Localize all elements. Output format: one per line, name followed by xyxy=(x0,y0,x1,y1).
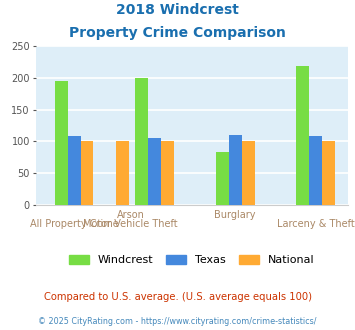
Text: Burglary: Burglary xyxy=(214,210,256,219)
Bar xyxy=(161,141,174,205)
Bar xyxy=(135,78,148,205)
Bar xyxy=(322,141,335,205)
Bar xyxy=(309,136,322,205)
Bar xyxy=(216,152,229,205)
Legend: Windcrest, Texas, National: Windcrest, Texas, National xyxy=(69,254,315,265)
Bar xyxy=(116,141,129,205)
Bar xyxy=(296,66,309,205)
Text: Motor Vehicle Theft: Motor Vehicle Theft xyxy=(83,219,178,229)
Bar xyxy=(229,135,242,205)
Bar xyxy=(81,141,93,205)
Text: © 2025 CityRating.com - https://www.cityrating.com/crime-statistics/: © 2025 CityRating.com - https://www.city… xyxy=(38,317,317,326)
Text: Arson: Arson xyxy=(116,210,144,219)
Text: All Property Crime: All Property Crime xyxy=(30,219,119,229)
Bar xyxy=(148,138,161,205)
Bar xyxy=(242,141,255,205)
Text: Compared to U.S. average. (U.S. average equals 100): Compared to U.S. average. (U.S. average … xyxy=(44,292,311,302)
Bar xyxy=(68,136,81,205)
Text: Property Crime Comparison: Property Crime Comparison xyxy=(69,26,286,40)
Text: Larceny & Theft: Larceny & Theft xyxy=(277,219,355,229)
Text: 2018 Windcrest: 2018 Windcrest xyxy=(116,3,239,17)
Bar xyxy=(55,81,68,205)
